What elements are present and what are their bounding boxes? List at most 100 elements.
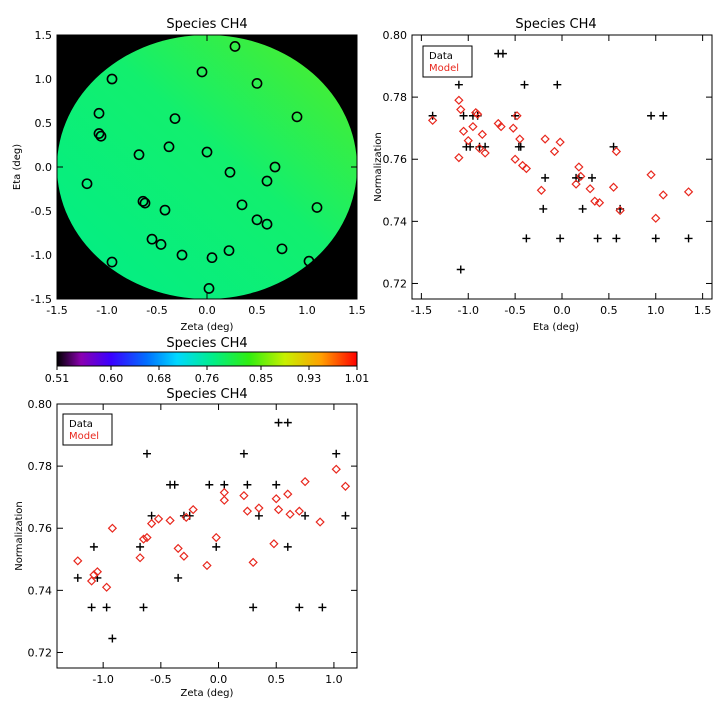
eta-data-point <box>578 204 587 213</box>
eta-x-tick-label: 0.0 <box>553 304 571 317</box>
colorbar-tick-label: 0.93 <box>297 372 322 385</box>
map-x-tick-label: 0.0 <box>198 304 216 317</box>
eta-model-point <box>651 213 661 223</box>
zeta-model-point <box>254 503 264 513</box>
map-point <box>203 283 215 294</box>
eta-y-tick-label: 0.74 <box>383 215 408 228</box>
eta-panel: Species CH4 -1.5 -1.0 -0.5 0.0 0.5 1.0 1.5 0.7… <box>373 17 713 333</box>
eta-y-tick-label: 0.76 <box>383 153 408 166</box>
zeta-data-point <box>220 480 229 489</box>
eta-model-point <box>590 196 600 206</box>
map-points <box>81 41 323 294</box>
zeta-model-point <box>92 567 103 577</box>
eta-model-point <box>571 179 581 189</box>
eta-x-ticks: -1.5 -1.0 -0.5 0.0 0.5 1.0 1.5 <box>411 35 711 317</box>
zeta-data-point <box>205 480 214 489</box>
zeta-model-point <box>340 481 351 491</box>
zeta-data-point <box>239 449 248 458</box>
eta-y-ticks: 0.72 0.74 0.76 0.78 0.80 <box>383 29 712 290</box>
map-title: Species CH4 <box>166 17 247 32</box>
zeta-model-point <box>271 494 281 504</box>
eta-data-point <box>466 142 475 151</box>
eta-title: Species CH4 <box>515 17 596 32</box>
colorbar-ticks: 0.51 0.60 0.68 0.76 0.85 0.93 1.01 <box>45 366 369 385</box>
map-point <box>163 141 175 153</box>
eta-model-point <box>576 171 586 181</box>
zeta-y-tick-label: 0.72 <box>28 646 53 659</box>
map-y-tick-label: -0.5 <box>31 205 52 218</box>
colorbar: Species CH4 0.51 0.60 0.68 0.76 0.85 0.93 1.01 <box>45 336 370 385</box>
map-point <box>223 245 235 256</box>
zeta-model-point <box>273 504 284 515</box>
map-point <box>291 111 303 123</box>
zeta-model-point <box>239 490 249 501</box>
map-x-tick-label: 1.0 <box>298 304 316 317</box>
map-x-tick-label: 1.5 <box>348 304 366 317</box>
eta-model-point <box>508 123 518 133</box>
zeta-legend: Data Model <box>62 413 113 446</box>
zeta-y-tick-label: 0.78 <box>28 460 53 473</box>
zeta-model-point <box>188 504 198 515</box>
eta-y-tick-label: 0.78 <box>383 91 408 104</box>
eta-model-point <box>555 137 565 147</box>
zeta-model-point <box>138 534 149 544</box>
zeta-data-point <box>283 418 292 427</box>
eta-model-point <box>536 185 547 195</box>
eta-data-point <box>520 80 529 89</box>
map-point <box>303 255 315 267</box>
map-point <box>93 128 105 139</box>
eta-data-point <box>522 234 531 243</box>
eta-model-point <box>474 143 485 154</box>
zeta-model-point <box>179 551 189 561</box>
zeta-model-point <box>89 570 99 580</box>
zeta-data-point <box>332 449 341 458</box>
map-point <box>261 175 273 187</box>
eta-x-tick-label: -0.5 <box>504 304 525 317</box>
zeta-model-point <box>153 514 164 524</box>
zeta-x-label: Zeta (deg) <box>181 688 234 699</box>
eta-model-point <box>472 109 483 119</box>
map-point <box>155 239 167 250</box>
zeta-legend-model: Model <box>69 431 99 442</box>
map-point <box>95 130 107 142</box>
map-point <box>224 166 236 178</box>
zeta-y-label: Normalization <box>14 501 25 571</box>
zeta-x-tick-label: -1.0 <box>92 673 113 686</box>
map-point <box>137 195 149 207</box>
map-y-label: Eta (deg) <box>12 144 23 190</box>
zeta-model-point <box>294 506 304 516</box>
map-y-tick-label: 0.5 <box>35 117 53 130</box>
map-x-label: Zeta (deg) <box>181 322 234 333</box>
map-point <box>201 146 213 158</box>
map-point <box>276 243 288 255</box>
zeta-data-point <box>147 511 156 520</box>
zeta-model-point <box>248 557 258 568</box>
eta-model-point <box>615 205 625 216</box>
eta-y-tick-label: 0.72 <box>383 277 408 290</box>
eta-legend: Data Model <box>422 45 473 78</box>
eta-data-point <box>541 173 550 182</box>
eta-model-point <box>608 182 619 192</box>
eta-frame <box>411 34 713 300</box>
eta-model-point <box>611 146 622 157</box>
map-point <box>146 233 158 245</box>
map-point <box>139 197 151 209</box>
zeta-model-point <box>135 553 145 563</box>
eta-model-point <box>454 153 464 163</box>
zeta-model-point <box>146 518 157 529</box>
zeta-x-tick-label: 1.0 <box>325 673 343 686</box>
eta-model-point <box>496 121 506 132</box>
eta-data-point <box>539 204 548 213</box>
map-y-ticks: -1.5 -1.0 -0.5 0.0 0.5 1.0 1.5 <box>31 29 357 306</box>
zeta-model-point <box>86 576 97 586</box>
zeta-model-point <box>242 506 253 516</box>
map-point <box>81 178 93 190</box>
zeta-model-point <box>173 543 183 554</box>
zeta-data-point <box>274 418 283 427</box>
zeta-y-tick-label: 0.80 <box>28 398 53 411</box>
zeta-data-point <box>73 573 82 582</box>
zeta-model-point <box>181 512 191 523</box>
eta-model-point <box>510 154 520 164</box>
zeta-model-point <box>285 509 295 519</box>
eta-model-point <box>683 187 694 197</box>
